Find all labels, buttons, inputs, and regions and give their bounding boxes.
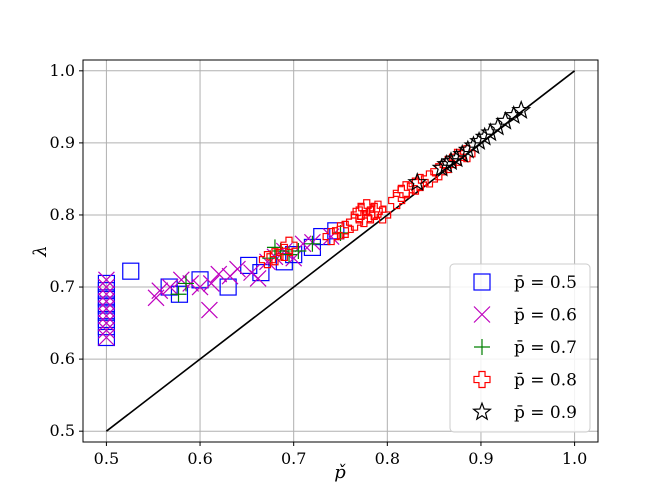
data-point: [358, 199, 376, 217]
legend-label: p̄ = 0.5: [514, 273, 577, 293]
series-5: [407, 99, 532, 192]
legend-label: p̄ = 0.6: [514, 306, 577, 326]
data-point: [151, 282, 169, 300]
series-1: [97, 222, 345, 347]
data-point: [97, 314, 115, 332]
x-tick-label: 0.7: [281, 449, 306, 468]
data-point: [97, 278, 115, 296]
x-tick-label: 0.9: [468, 449, 493, 468]
data-point: [397, 181, 415, 199]
data-point: [266, 248, 284, 266]
data-point: [487, 116, 508, 136]
x-tick-label: 0.8: [375, 449, 400, 468]
data-point: [122, 262, 140, 280]
axis-ticks: 0.5 0.6 0.7 0.8 0.9 1.0 0.5 0.6 0.7 0.8 0.9 1.0: [50, 61, 588, 468]
data-point: [365, 202, 383, 220]
legend: p̄ = 0.5 p̄ = 0.6 p̄ = 0.7 p̄ = 0.8 p̄ = 0.9: [449, 263, 591, 433]
y-tick-label: 0.6: [50, 349, 75, 368]
data-point: [258, 251, 277, 269]
legend-marker: [474, 339, 490, 355]
y-axis-label: λ: [30, 245, 51, 257]
legend-marker: [472, 401, 492, 421]
legend-label: p̄ = 0.7: [514, 338, 577, 358]
data-point: [97, 329, 115, 346]
y-tick-label: 1.0: [50, 61, 75, 80]
data-point: [336, 220, 354, 238]
legend-marker: [473, 273, 491, 291]
legend-box: [449, 263, 591, 433]
data-point: [495, 110, 516, 130]
x-axis-label: p̌: [334, 462, 346, 483]
data-point: [420, 170, 439, 188]
data-point: [304, 235, 321, 252]
y-tick-label: 0.9: [50, 133, 75, 152]
data-point: [172, 271, 190, 289]
data-point: [249, 269, 267, 287]
data-point: [97, 285, 115, 303]
data-point: [511, 99, 532, 119]
data-point: [210, 265, 228, 283]
x-tick-label: 1.0: [562, 449, 587, 468]
data-point: [219, 278, 237, 296]
plot-frame: [82, 59, 599, 443]
y-tick-label: 0.8: [50, 205, 75, 224]
data-point: [407, 172, 428, 192]
y-tick-label: 0.7: [50, 277, 75, 296]
data-point: [97, 307, 115, 325]
y-tick-label: 0.5: [50, 421, 75, 440]
data-point: [97, 274, 116, 293]
data-point: [280, 236, 298, 254]
legend-marker: [473, 370, 491, 389]
legend-label: p̄ = 0.8: [514, 371, 577, 391]
x-tick-label: 0.5: [94, 449, 119, 468]
data-point: [275, 253, 293, 271]
legend-label: p̄ = 0.9: [514, 403, 577, 423]
data-point: [97, 321, 115, 339]
x-tick-label: 0.6: [187, 449, 212, 468]
data-point: [480, 122, 501, 142]
data-point: [97, 300, 115, 318]
data-point: [322, 228, 340, 246]
legend-marker: [473, 306, 491, 323]
data-point: [191, 278, 209, 296]
data-point: [322, 227, 340, 246]
data-point: [374, 206, 392, 224]
data-point: [200, 301, 218, 319]
data-point: [202, 275, 220, 292]
data-point: [160, 278, 178, 296]
data-point: [97, 293, 115, 310]
data-points: [97, 99, 532, 347]
data-point: [290, 243, 307, 259]
data-point: [178, 275, 194, 292]
data-point: [97, 271, 115, 289]
data-point: [313, 227, 331, 246]
data-point: [503, 104, 524, 125]
data-point: [161, 278, 179, 296]
data-point: [229, 260, 246, 278]
data-point: [170, 286, 187, 303]
